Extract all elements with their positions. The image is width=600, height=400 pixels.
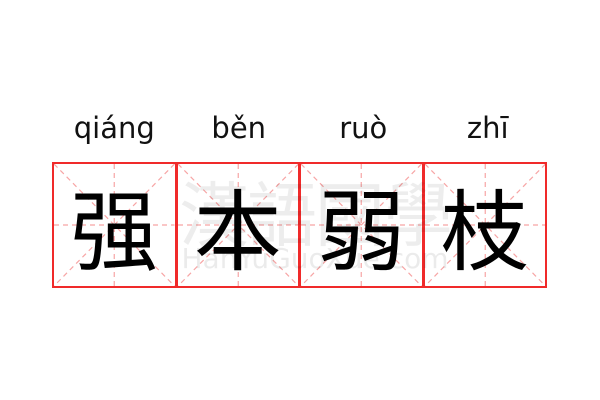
pinyin-4: zhī xyxy=(466,111,509,145)
guide-line xyxy=(425,164,546,286)
character-cell: 枝 xyxy=(422,162,547,288)
guide-line xyxy=(301,164,422,286)
pinyin-row: qiáng běn ruò zhī xyxy=(52,108,550,148)
guide-lines xyxy=(425,164,546,286)
guide-lines xyxy=(178,164,299,286)
guide-line xyxy=(54,164,175,286)
guide-lines xyxy=(54,164,175,286)
character-cell: 弱 xyxy=(299,162,424,288)
pinyin-2: běn xyxy=(211,111,267,145)
character-cell: 强 xyxy=(52,162,177,288)
character-2: 本 xyxy=(193,180,282,284)
guide-line xyxy=(178,164,299,286)
character-1: 强 xyxy=(70,180,159,284)
character-3: 弱 xyxy=(317,180,406,284)
character-grid: 强 本 弱 枝 xyxy=(52,162,550,288)
guide-lines xyxy=(301,164,422,286)
pinyin-3: ruò xyxy=(339,111,388,145)
character-4: 枝 xyxy=(440,180,529,284)
character-cell: 本 xyxy=(175,162,300,288)
pinyin-1: qiáng xyxy=(73,111,155,145)
